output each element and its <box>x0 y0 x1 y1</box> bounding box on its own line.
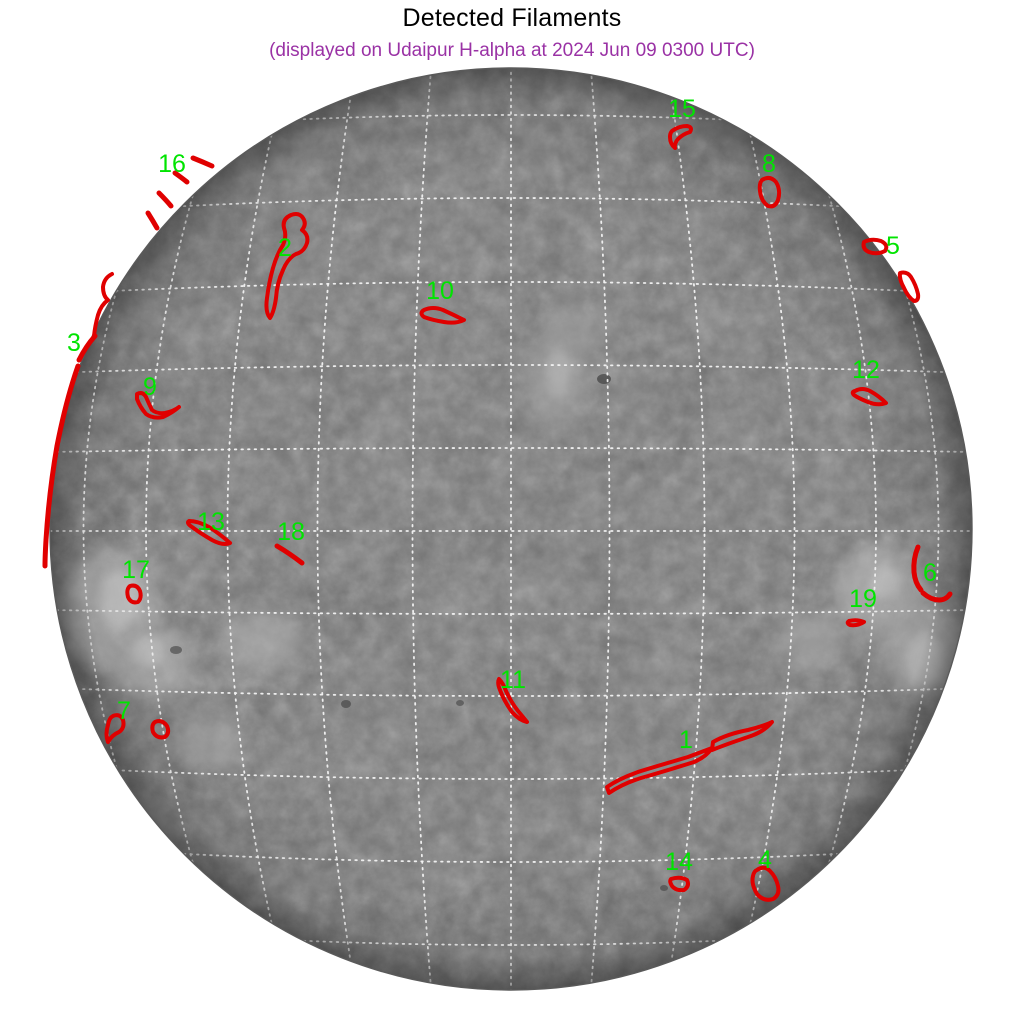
filament-label-11[interactable]: 11 <box>500 666 526 694</box>
filament-label-19[interactable]: 19 <box>849 585 877 613</box>
filament-shape-5[interactable] <box>861 237 921 303</box>
filament-label-8[interactable]: 8 <box>762 150 776 178</box>
filament-shape-14[interactable] <box>668 875 690 893</box>
filament-label-4[interactable]: 4 <box>758 846 772 874</box>
solar-disc <box>50 68 972 990</box>
filament-shape-19[interactable] <box>845 618 866 628</box>
filament-shape-10[interactable] <box>419 306 466 325</box>
filament-shape-13[interactable] <box>186 519 232 546</box>
filament-label-6[interactable]: 6 <box>923 559 937 587</box>
filament-label-9[interactable]: 9 <box>143 373 157 401</box>
filament-label-1[interactable]: 1 <box>679 726 693 754</box>
filament-label-15[interactable]: 15 <box>668 95 696 123</box>
filament-shape-7[interactable] <box>104 713 171 744</box>
filament-shape-9[interactable] <box>135 391 181 420</box>
filament-label-18[interactable]: 18 <box>277 518 305 546</box>
filament-label-7[interactable]: 7 <box>117 697 131 725</box>
filament-shape-17[interactable] <box>125 583 143 605</box>
filament-label-3[interactable]: 3 <box>67 329 81 357</box>
filament-label-12[interactable]: 12 <box>852 356 880 384</box>
filament-shape-6[interactable] <box>911 544 953 603</box>
filament-label-17[interactable]: 17 <box>122 556 150 584</box>
filament-label-10[interactable]: 10 <box>426 277 454 305</box>
filament-shape-4[interactable] <box>750 865 781 902</box>
filament-shape-15[interactable] <box>668 124 693 150</box>
filament-label-14[interactable]: 14 <box>665 848 693 876</box>
filament-label-5[interactable]: 5 <box>886 232 900 260</box>
filament-label-13[interactable]: 13 <box>197 508 225 536</box>
filament-shape-11[interactable] <box>496 677 529 724</box>
filament-shape-12[interactable] <box>850 387 888 407</box>
page-subtitle: (displayed on Udaipur H-alpha at 2024 Ju… <box>269 40 755 61</box>
filament-shape-2[interactable] <box>264 212 310 320</box>
filament-shape-1[interactable] <box>605 720 774 795</box>
filament-shape-8[interactable] <box>757 175 782 209</box>
filament-label-2[interactable]: 2 <box>278 234 292 262</box>
filament-shape-16[interactable] <box>145 155 215 231</box>
page-title: Detected Filaments <box>402 4 622 32</box>
filament-shape-18[interactable] <box>274 543 305 566</box>
filament-shape-3[interactable] <box>42 272 114 569</box>
filament-label-16[interactable]: 16 <box>158 150 186 178</box>
disc-limb <box>49 67 973 991</box>
